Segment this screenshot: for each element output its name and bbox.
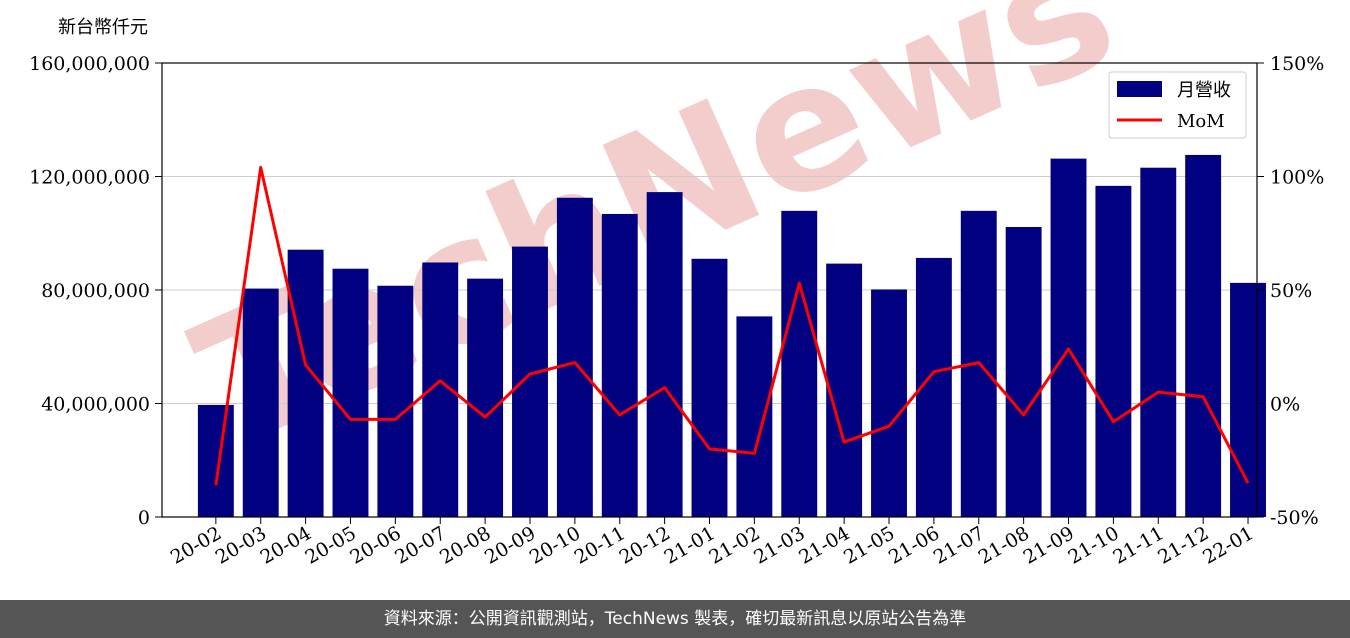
right-tick-label: 100% xyxy=(1270,167,1324,189)
x-tick-label: 22-01 xyxy=(1199,522,1257,568)
revenue-bar xyxy=(826,263,863,517)
mom-line-series xyxy=(214,165,1250,486)
x-tick-label: 21-09 xyxy=(1020,522,1078,568)
x-tick-label: 21-12 xyxy=(1154,522,1212,568)
revenue-bar xyxy=(512,246,548,517)
revenue-bar xyxy=(1050,158,1087,517)
legend-label-revenue: 月營收 xyxy=(1177,80,1231,101)
revenue-bar xyxy=(556,197,593,517)
x-tick-label: 20-12 xyxy=(616,522,674,568)
x-tick-label: 20-05 xyxy=(302,522,360,568)
left-tick-label: 160,000,000 xyxy=(29,53,150,75)
x-tick-label: 20-06 xyxy=(346,522,404,568)
right-tick-label: 50% xyxy=(1270,280,1312,302)
source-footer: 資料來源：公開資訊觀測站，TechNews 製表，確切最新訊息以原站公告為準 xyxy=(0,600,1350,638)
revenue-bar xyxy=(646,192,683,517)
x-tick-label: 21-04 xyxy=(795,522,853,568)
revenue-bar xyxy=(242,288,279,517)
revenue-bar xyxy=(871,289,907,517)
revenue-bar xyxy=(1230,282,1266,517)
x-tick-label: 21-02 xyxy=(705,522,763,568)
legend: 月營收 MoM xyxy=(1108,71,1247,139)
bar-series xyxy=(197,154,1266,518)
revenue-bar xyxy=(377,285,414,517)
left-axis-label: 新台幣仟元 xyxy=(58,17,148,38)
revenue-bar xyxy=(197,404,234,517)
legend-label-mom: MoM xyxy=(1177,111,1225,132)
revenue-bar xyxy=(781,210,818,518)
x-tick-label: 21-05 xyxy=(840,522,898,568)
revenue-bar xyxy=(601,213,638,517)
x-tick-label: 21-08 xyxy=(975,522,1033,568)
x-tick-label: 21-01 xyxy=(661,522,719,568)
revenue-bar xyxy=(1140,167,1177,518)
x-tick-label: 20-09 xyxy=(481,522,539,568)
right-tick-label: 0% xyxy=(1270,394,1300,416)
left-tick-label: 40,000,000 xyxy=(41,394,150,416)
revenue-bar xyxy=(1095,185,1132,517)
x-tick-label: 21-07 xyxy=(930,522,988,568)
x-tick-label: 20-07 xyxy=(391,522,449,568)
x-tick-label: 20-03 xyxy=(212,522,270,568)
revenue-bar xyxy=(467,278,504,517)
x-tick-label: 21-10 xyxy=(1064,522,1122,568)
x-tick-label: 20-11 xyxy=(571,522,629,568)
left-tick-label: 120,000,000 xyxy=(29,167,150,189)
right-tick-label: -50% xyxy=(1270,507,1319,529)
x-tick-label: 20-08 xyxy=(436,522,494,568)
x-tick-label: 21-03 xyxy=(750,522,808,568)
revenue-bar xyxy=(332,268,369,517)
x-tick-label: 21-06 xyxy=(885,522,943,568)
revenue-bar xyxy=(736,316,773,517)
x-tick-label: 21-11 xyxy=(1109,522,1167,568)
x-tick-label: 20-04 xyxy=(257,522,315,568)
revenue-bar xyxy=(1185,154,1222,517)
revenue-bar xyxy=(1005,227,1042,517)
revenue-chart: TechNews 新台幣仟元 040,000,00080,000,000120,… xyxy=(29,0,1324,569)
right-tick-label: 150% xyxy=(1270,53,1324,75)
revenue-bar xyxy=(287,249,324,517)
left-tick-label: 0 xyxy=(138,507,150,529)
legend-swatch-revenue xyxy=(1117,81,1162,97)
revenue-bar xyxy=(691,258,728,517)
mom-line xyxy=(214,165,1250,486)
x-tick-label: 20-02 xyxy=(167,522,225,568)
left-tick-label: 80,000,000 xyxy=(41,280,150,302)
x-tick-label: 20-10 xyxy=(526,522,584,568)
